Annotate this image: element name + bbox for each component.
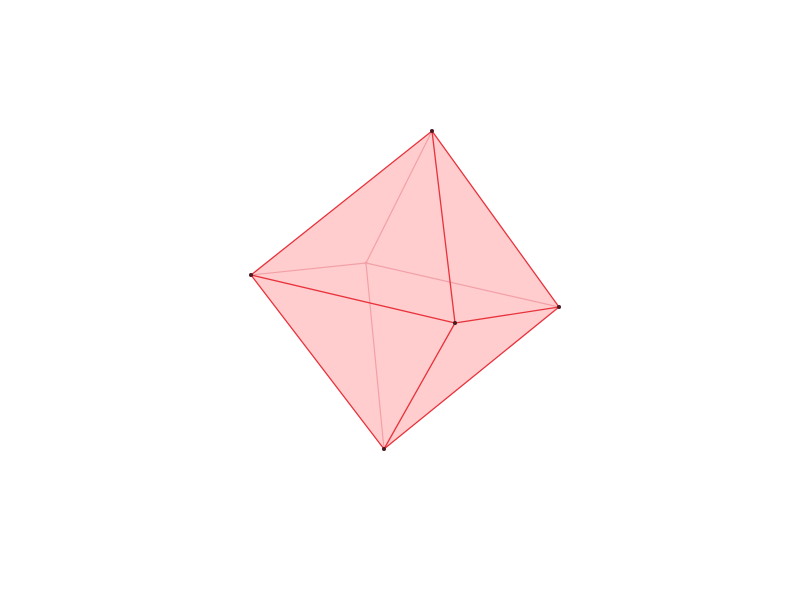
- edge-left-front: [250, 274, 456, 324]
- hidden-edge-left-back: [250, 262, 367, 276]
- hidden-edges-layer: [250, 130, 560, 450]
- edge-top-right: [431, 130, 560, 308]
- edge-top-left: [250, 130, 433, 276]
- face-top-back-right: [366, 131, 559, 307]
- face-top-left-front: [251, 131, 455, 323]
- vertex-bottom: [382, 447, 386, 451]
- hidden-edge-bottom-back: [365, 262, 385, 450]
- edge-top-front: [431, 130, 456, 324]
- vertex-back: [364, 261, 368, 265]
- edge-bottom-right: [383, 306, 560, 450]
- vertex-right: [557, 305, 561, 309]
- faces-layer: [251, 131, 559, 449]
- face-top-front-right: [432, 131, 559, 323]
- edge-bottom-left: [250, 274, 385, 450]
- hidden-edge-top-back: [365, 130, 433, 264]
- front-edges-layer: [250, 130, 560, 450]
- vertex-front: [453, 321, 457, 325]
- face-bottom-left-back: [251, 263, 384, 449]
- face-bottom-back-right: [366, 263, 559, 449]
- vertex-top: [430, 129, 434, 133]
- edge-bottom-front: [383, 322, 456, 450]
- face-bottom-left-front: [251, 275, 455, 449]
- edge-front-right: [454, 306, 560, 324]
- hidden-edge-back-right: [365, 262, 560, 308]
- vertex-left: [249, 273, 253, 277]
- vertices-layer: [249, 129, 561, 451]
